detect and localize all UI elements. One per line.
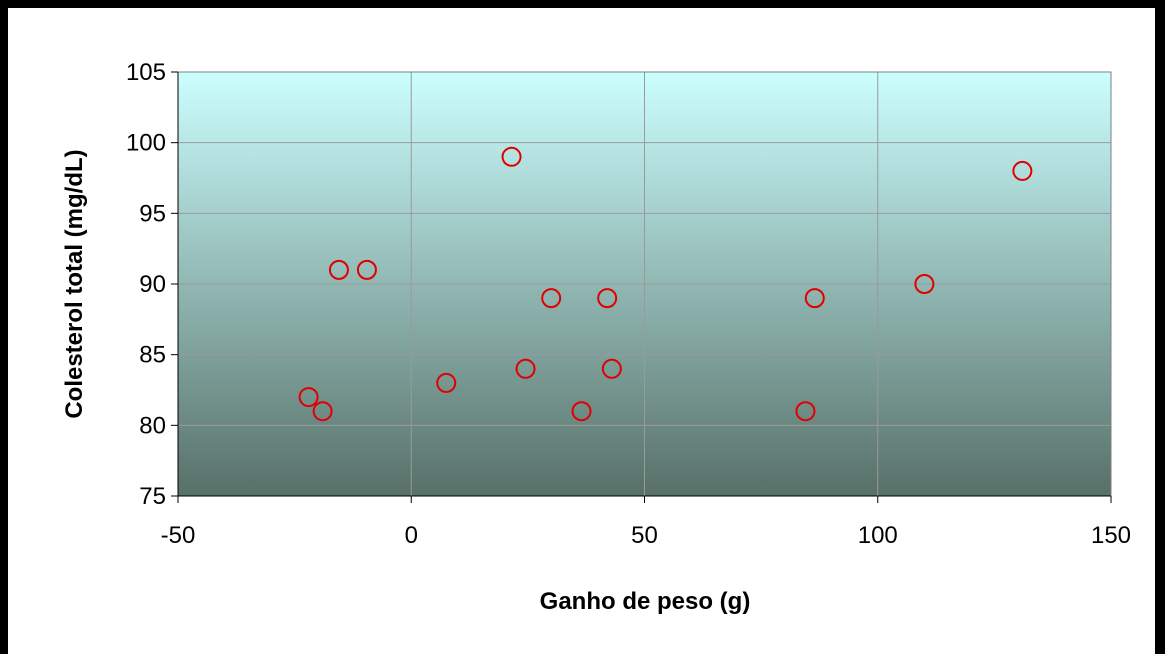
- y-tick-label: 85: [139, 342, 166, 369]
- y-tick-label: 95: [139, 200, 166, 227]
- data-point: [795, 401, 816, 422]
- data-point: [501, 146, 522, 167]
- data-point: [804, 288, 825, 309]
- x-tick-label: -50: [161, 522, 196, 549]
- data-point: [597, 288, 618, 309]
- y-tick-label: 75: [139, 483, 166, 510]
- grid-lines: [178, 72, 1111, 496]
- x-tick-label: 150: [1091, 522, 1131, 549]
- data-point: [312, 401, 333, 422]
- y-tick-label: 80: [139, 412, 166, 439]
- data-point: [436, 372, 457, 393]
- data-point: [1012, 160, 1033, 181]
- data-points: [298, 146, 1033, 422]
- data-point: [515, 358, 536, 379]
- y-axis-title: Colesterol total (mg/dL): [61, 149, 88, 418]
- data-point: [601, 358, 622, 379]
- y-tick-label: 105: [126, 59, 166, 86]
- x-tick-label: 50: [631, 522, 658, 549]
- x-tick-label: 0: [405, 522, 418, 549]
- x-axis-title: Ganho de peso (g): [540, 588, 751, 615]
- data-point: [298, 387, 319, 408]
- data-point: [328, 259, 349, 280]
- y-tick-label: 90: [139, 271, 166, 298]
- data-point: [541, 288, 562, 309]
- axis-ticks: 75 80 85 90 95 100 105 -50 0 50 100 150: [126, 59, 1131, 549]
- data-point: [914, 274, 935, 294]
- y-tick-label: 100: [126, 130, 166, 157]
- x-tick-label: 100: [858, 522, 898, 549]
- data-point: [356, 259, 377, 280]
- data-point: [571, 401, 592, 422]
